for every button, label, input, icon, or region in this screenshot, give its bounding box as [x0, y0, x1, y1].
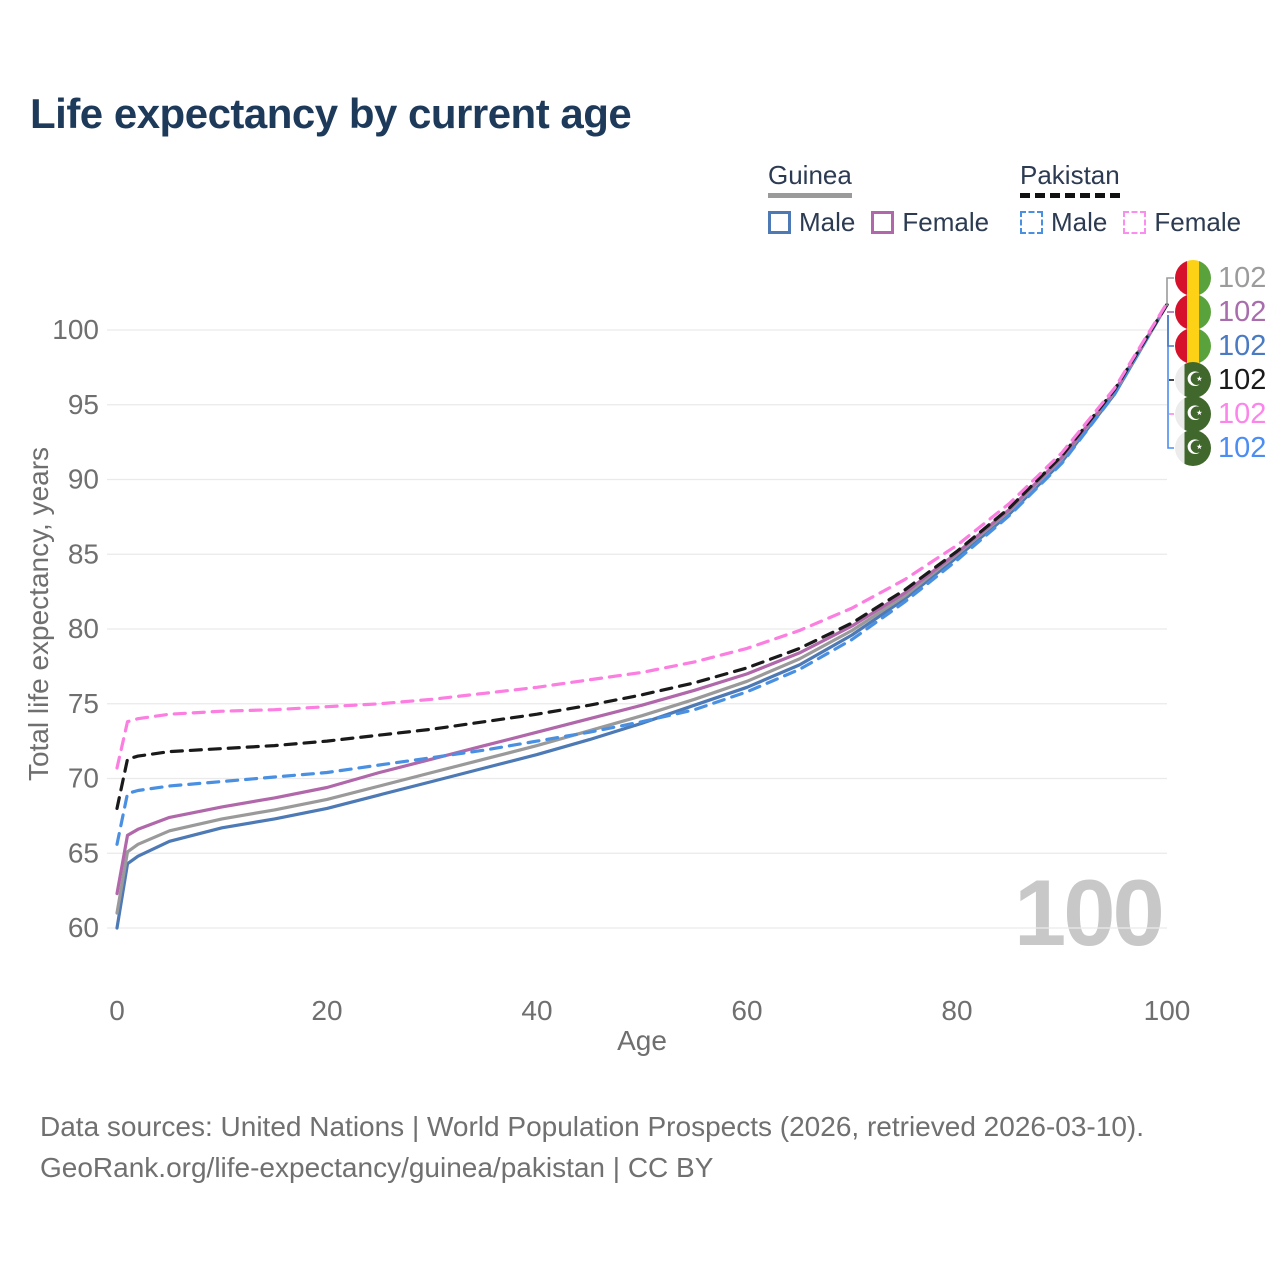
legend-item-pakistan-male[interactable]: Male: [1020, 207, 1107, 238]
pakistan-female-swatch-icon: [1123, 210, 1147, 234]
crescent-star-icon: ☪: [1186, 369, 1204, 391]
pakistan-male-swatch-icon: [1020, 210, 1043, 234]
series-line-pakistan-male[interactable]: [115, 303, 1169, 846]
leader-line-5: [1167, 315, 1174, 449]
x-tick-label-80: 80: [941, 995, 972, 1026]
endpoint-value: 102: [1218, 330, 1267, 362]
x-tick-label-40: 40: [521, 995, 552, 1026]
attribution-line: GeoRank.org/life-expectancy/guinea/pakis…: [40, 1152, 714, 1183]
legend-group-pakistan: Pakistan Male Female: [1020, 161, 1241, 238]
x-tick-label-0: 0: [109, 995, 125, 1026]
legend-item-guinea-female[interactable]: Female: [871, 207, 989, 238]
guinea-female-swatch-icon: [871, 210, 895, 234]
endpoint-badge-pakistan-female[interactable]: ☪ 102: [1175, 396, 1266, 432]
endpoint-badge-guinea-female[interactable]: 102: [1175, 294, 1266, 330]
y-tick-label-90: 90: [68, 464, 99, 495]
legend-item-pakistan-female[interactable]: Female: [1123, 207, 1241, 238]
endpoint-value: 102: [1218, 398, 1267, 430]
series-line-guinea-male[interactable]: [115, 303, 1169, 930]
series-line-guinea-both-sexes[interactable]: [115, 303, 1169, 915]
leader-line-0: [1166, 277, 1174, 306]
y-tick-label-60: 60: [68, 912, 99, 943]
guinea-flag-icon: [1175, 260, 1211, 296]
x-tick-label-60: 60: [731, 995, 762, 1026]
crescent-star-icon: ☪: [1186, 403, 1204, 425]
legend-items-guinea: Male Female: [768, 207, 989, 238]
legend-label: Female: [902, 206, 990, 237]
guinea-flag-icon: [1175, 294, 1211, 330]
y-axis-title: Total life expectancy, years: [23, 447, 54, 781]
series-line-pakistan-female[interactable]: [115, 301, 1169, 770]
x-tick-label-100: 100: [1144, 995, 1191, 1026]
pakistan-flag-icon: ☪: [1175, 396, 1211, 432]
y-tick-label-100: 100: [52, 314, 99, 345]
endpoint-badge-pakistan-both[interactable]: ☪ 102: [1175, 362, 1266, 398]
legend-label: Male: [1051, 206, 1108, 237]
x-tick-label-20: 20: [311, 995, 342, 1026]
legend-label: Male: [799, 206, 856, 237]
y-tick-label-85: 85: [68, 538, 99, 569]
endpoint-badge-guinea-male[interactable]: 102: [1175, 328, 1266, 364]
endpoint-value: 102: [1218, 262, 1267, 294]
x-axis-title: Age: [617, 1025, 667, 1056]
footer: Data sources: United Nations | World Pop…: [40, 1106, 1144, 1188]
pakistan-flag-icon: ☪: [1175, 430, 1211, 466]
pakistan-flag-icon: ☪: [1175, 362, 1211, 398]
endpoint-value: 102: [1218, 364, 1267, 396]
y-tick-label-80: 80: [68, 613, 99, 644]
legend-group-guinea: Guinea Male Female: [768, 161, 989, 238]
crescent-star-icon: ☪: [1186, 437, 1204, 459]
series-line-guinea-female[interactable]: [115, 303, 1169, 896]
y-tick-label-65: 65: [68, 837, 99, 868]
endpoint-value: 102: [1218, 296, 1267, 328]
data-sources-line: Data sources: United Nations | World Pop…: [40, 1111, 1145, 1142]
endpoint-value: 102: [1218, 432, 1267, 464]
endpoint-badge-pakistan-male[interactable]: ☪ 102: [1175, 430, 1266, 466]
age-counter-watermark: 100: [1014, 860, 1165, 965]
leader-line-2: [1167, 315, 1174, 347]
y-tick-label-95: 95: [68, 389, 99, 420]
series-line-pakistan-both-sexes[interactable]: [115, 303, 1169, 810]
legend-header-guinea[interactable]: Guinea: [768, 161, 852, 198]
legend-items-pakistan: Male Female: [1020, 207, 1241, 238]
legend-label: Female: [1154, 206, 1242, 237]
legend-item-guinea-male[interactable]: Male: [768, 207, 855, 238]
page-title: Life expectancy by current age: [30, 90, 632, 137]
y-tick-label-70: 70: [68, 763, 99, 794]
endpoint-badge-guinea-both[interactable]: 102: [1175, 260, 1266, 296]
guinea-male-swatch-icon: [768, 210, 791, 234]
y-tick-label-75: 75: [68, 688, 99, 719]
guinea-flag-icon: [1175, 328, 1211, 364]
legend-header-pakistan[interactable]: Pakistan: [1020, 161, 1120, 198]
